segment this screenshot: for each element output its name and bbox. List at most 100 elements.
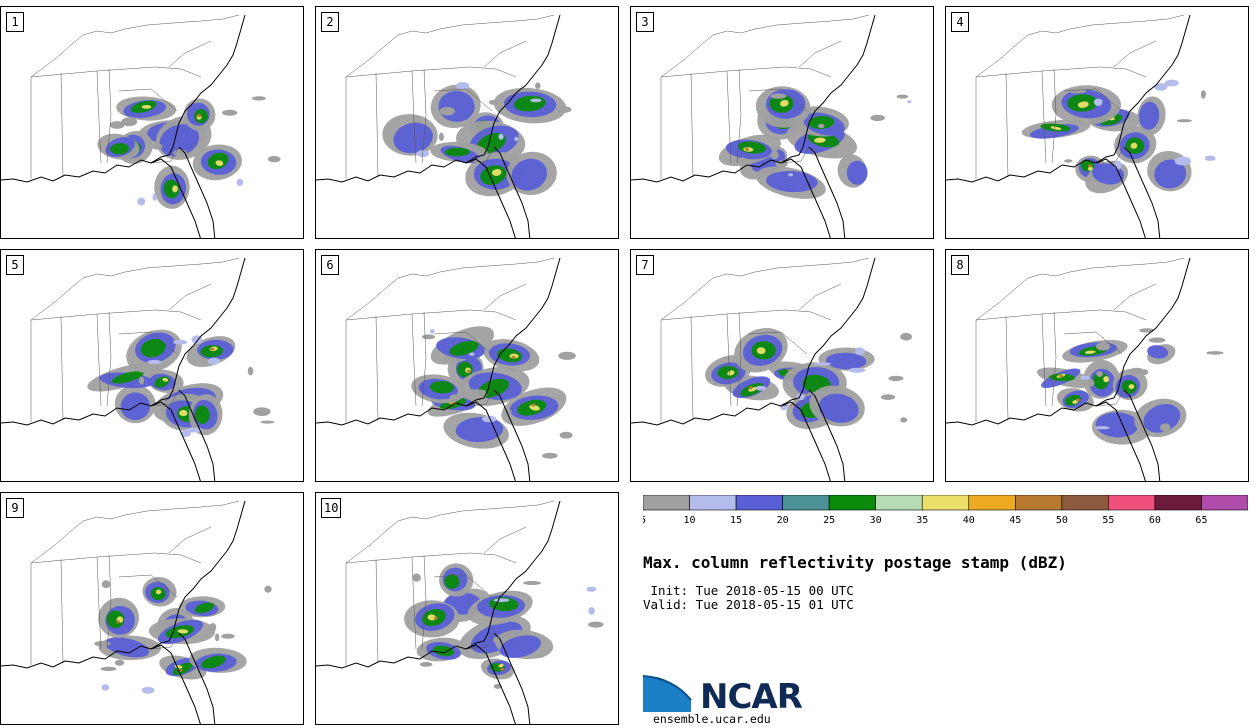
reflectivity-cell (449, 394, 460, 401)
reflectivity-cell (1064, 159, 1073, 163)
state-border (118, 331, 178, 355)
state-border (1005, 315, 1009, 421)
reflectivity-cell (468, 352, 475, 356)
state-border (736, 68, 742, 164)
reflectivity-cell (1092, 372, 1109, 390)
reflectivity-cell (207, 357, 221, 365)
coastline (631, 14, 876, 183)
reflectivity-cell (817, 123, 825, 129)
state-border (150, 389, 180, 407)
reflectivity-cell (429, 380, 455, 394)
state-border (784, 309, 832, 321)
reflectivity-cell (529, 404, 540, 411)
state-border (433, 331, 493, 355)
state-border (1095, 389, 1125, 407)
panel-map (316, 257, 576, 481)
colorbar-swatch (921, 495, 970, 511)
state-border (96, 556, 102, 650)
reflectivity-cell (1200, 90, 1206, 99)
state-border (60, 315, 64, 421)
reflectivity-cell (184, 427, 202, 433)
init-time: Init: Tue 2018-05-15 00 UTC (643, 583, 854, 598)
reflectivity-cell (215, 160, 224, 166)
colorbar-tick-label: 20 (777, 515, 789, 525)
colorbar-swatch (1061, 495, 1109, 511)
colorbar-swatch (735, 495, 783, 511)
panel-label: 9 (6, 498, 24, 518)
reflectivity-cell (1087, 166, 1093, 171)
stamp-panel-7: 7 (630, 249, 934, 482)
colorbar-tick-label: 40 (963, 515, 975, 525)
panel-map (1, 257, 275, 481)
colorbar-tick-label: 60 (1149, 515, 1161, 525)
reflectivity-cell (1094, 426, 1110, 430)
stamp-panel-1: 1 (0, 6, 304, 239)
colorbar-swatch (689, 495, 737, 511)
panel-map (1, 500, 272, 724)
reflectivity-cell (900, 332, 912, 341)
state-border (784, 66, 832, 78)
state-border (469, 309, 517, 321)
state-border (1063, 88, 1123, 112)
reflectivity-cell (493, 598, 510, 602)
state-border (60, 72, 64, 178)
reflectivity-cell (109, 121, 125, 129)
valid-time: Valid: Tue 2018-05-15 01 UTC (643, 597, 854, 612)
panel-label: 7 (636, 255, 654, 275)
state-border (168, 40, 212, 68)
reflectivity-cell (267, 155, 281, 163)
reflectivity-cell (482, 415, 497, 423)
panel-label: 4 (951, 12, 969, 32)
state-border (748, 88, 808, 112)
colorbar-tick-label: 25 (823, 515, 835, 525)
state-border (345, 66, 471, 78)
reflectivity-cell (498, 663, 504, 668)
reflectivity-cell (745, 147, 750, 151)
reflectivity-cell (1085, 350, 1096, 354)
coastline (316, 14, 561, 183)
reflectivity-cell (1160, 423, 1171, 432)
reflectivity-cell (1068, 88, 1086, 94)
coastline (465, 146, 531, 238)
reflectivity-cell (441, 356, 455, 362)
reflectivity-cell (177, 629, 189, 634)
colorbar-swatch (1015, 495, 1063, 511)
state-border (660, 14, 870, 78)
reflectivity-cell (456, 361, 473, 378)
colorbar-tick-label: 50 (1056, 515, 1068, 525)
coastline (1, 14, 246, 183)
reflectivity-cell (1095, 412, 1139, 438)
reflectivity-cell (1206, 351, 1224, 355)
reflectivity-cell (137, 197, 146, 206)
coastline (316, 257, 561, 426)
reflectivity-cell (155, 589, 162, 595)
state-border (1063, 331, 1123, 355)
reflectivity-cell (534, 654, 545, 658)
reflectivity-cell (147, 359, 162, 364)
reflectivity-cell (888, 375, 904, 381)
state-border (421, 68, 427, 164)
reflectivity-cell (438, 132, 444, 141)
reflectivity-cell (493, 636, 500, 643)
reflectivity-cell (105, 637, 150, 658)
state-border (118, 88, 178, 112)
state-border (345, 309, 471, 321)
panel-map (316, 500, 604, 724)
state-border (465, 389, 495, 407)
colorbar-swatch (1201, 495, 1248, 511)
reflectivity-cell (140, 338, 166, 358)
reflectivity-cell (153, 143, 163, 149)
reflectivity-cell (101, 684, 110, 691)
reflectivity-cell (141, 686, 155, 694)
reflectivity-cell (1077, 101, 1089, 108)
state-border (1099, 66, 1147, 78)
colorbar-swatch (643, 495, 690, 511)
reflectivity-cell (855, 347, 865, 356)
reflectivity-cell (1130, 142, 1138, 149)
logo-text: NCAR (700, 677, 803, 717)
stamp-panel-9: 9 (0, 492, 304, 725)
coastline (150, 389, 216, 481)
state-border (106, 68, 112, 164)
state-border (780, 146, 810, 164)
panel-label: 1 (6, 12, 24, 32)
